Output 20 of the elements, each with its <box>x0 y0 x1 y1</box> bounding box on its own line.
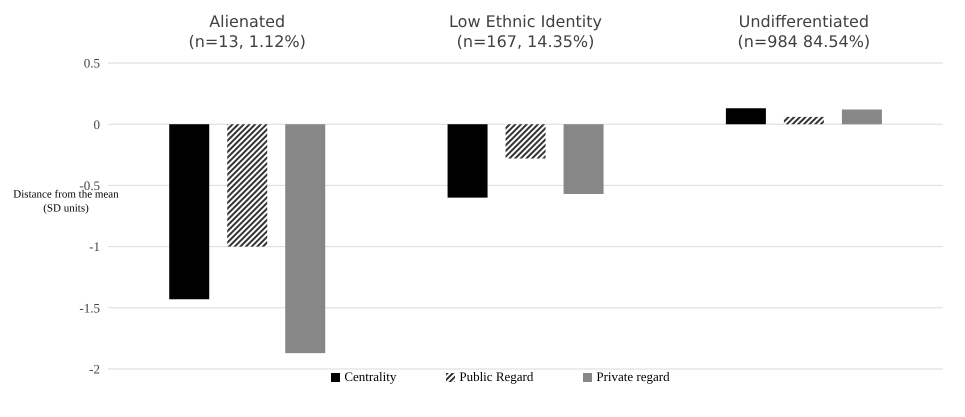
bar <box>842 110 882 124</box>
y-tick-label: 0.5 <box>84 56 100 71</box>
x-tick-label: Alienated (n=13, 1.12%) <box>188 12 306 51</box>
legend-label: Public Regard <box>459 369 534 385</box>
y-tick-label: 0 <box>94 116 100 132</box>
legend-label: Centrality <box>344 369 396 385</box>
bar <box>564 124 604 194</box>
x-tick-label: Undifferentiated (n=984 84.54%) <box>737 12 870 51</box>
bar <box>726 108 766 124</box>
y-tick-label: -2 <box>89 362 100 377</box>
bar <box>227 124 268 247</box>
bar <box>448 124 488 198</box>
y-tick-label: -1 <box>89 239 100 254</box>
legend-label: Private regard <box>596 369 670 385</box>
bar <box>506 124 546 158</box>
bar <box>285 124 326 354</box>
y-tick-label: -1.5 <box>79 300 100 316</box>
bar <box>784 116 824 124</box>
bar <box>169 124 210 300</box>
x-tick-label: Low Ethnic Identity (n=167, 14.35%) <box>449 12 602 51</box>
